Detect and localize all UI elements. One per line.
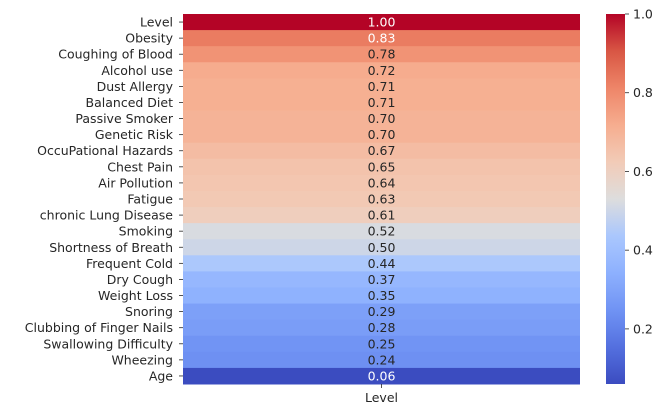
- cell-value-label: 0.52: [368, 224, 396, 239]
- row-tick-label: Wheezing: [111, 352, 173, 367]
- heatmap-cell: [183, 142, 580, 160]
- cell-value-label: 0.64: [368, 175, 396, 190]
- cell-value-label: 1.00: [368, 15, 396, 30]
- cell-value-label: 0.83: [368, 31, 396, 46]
- cell-value-label: 0.78: [368, 47, 396, 62]
- cell-value-label: 0.72: [368, 63, 396, 78]
- row-tick-label: Swallowing Difficulty: [43, 336, 173, 351]
- heatmap-cell: [183, 78, 580, 95]
- cell-value-label: 0.44: [368, 256, 396, 271]
- row-tick-label: chronic Lung Disease: [40, 208, 174, 223]
- row-tick-label: Fatigue: [127, 192, 173, 207]
- heatmap-cell: [183, 255, 580, 272]
- cell-value-label: 0.67: [368, 143, 396, 158]
- cell-value-labels: 1.000.830.780.720.710.710.700.700.670.65…: [368, 15, 396, 384]
- row-tick-label: Passive Smoker: [75, 111, 173, 126]
- row-tick-label: Obesity: [125, 31, 173, 46]
- cell-value-label: 0.63: [368, 192, 396, 207]
- heatmap-cell: [183, 126, 580, 144]
- column-tick-label: Level: [365, 390, 398, 405]
- heatmap-cell: [183, 335, 580, 353]
- heatmap-cell: [183, 190, 580, 208]
- cell-value-label: 0.35: [368, 288, 396, 303]
- cell-value-label: 0.50: [368, 240, 396, 255]
- row-tick-label: Air Pollution: [98, 175, 173, 190]
- row-tick-label: Snoring: [125, 304, 173, 319]
- row-tick-label: Chest Pain: [107, 159, 173, 174]
- cell-value-label: 0.61: [368, 208, 396, 223]
- heatmap-cell: [183, 94, 580, 112]
- row-tick-label: Frequent Cold: [86, 256, 173, 271]
- cell-value-label: 0.70: [368, 127, 396, 142]
- colorbar-tick-label: 0.4: [633, 243, 653, 258]
- heatmap-cell: [183, 207, 580, 224]
- heatmap-cell: [183, 351, 580, 369]
- heatmap-cell: [183, 174, 580, 192]
- cell-value-label: 0.65: [368, 159, 396, 174]
- heatmap-cell: [183, 287, 580, 305]
- row-tick-label: OccuPational Hazards: [37, 143, 173, 158]
- heatmap-cell: [183, 223, 580, 240]
- row-tick-label: Age: [149, 368, 173, 383]
- colorbar-tick-label: 0.2: [633, 321, 653, 336]
- colorbar-tick-label: 1.0: [633, 7, 653, 22]
- heatmap-cell: [183, 319, 580, 337]
- colorbar-tick-label: 0.8: [633, 85, 653, 100]
- cell-value-label: 0.06: [368, 368, 396, 383]
- row-tick-label: Level: [140, 15, 173, 30]
- heatmap-cell: [183, 30, 580, 47]
- column-tick-labels: Level: [365, 384, 398, 405]
- heatmap-cell: [183, 158, 580, 176]
- cell-value-label: 0.71: [368, 79, 396, 94]
- cell-value-label: 0.71: [368, 95, 396, 110]
- colorbar-tick-label: 0.6: [633, 164, 653, 179]
- cell-value-label: 0.37: [368, 272, 396, 287]
- heatmap-cell: [183, 46, 580, 63]
- cell-value-label: 0.29: [368, 304, 396, 319]
- heatmap-cell: [183, 62, 580, 79]
- row-tick-label: Weight Loss: [98, 288, 173, 303]
- heatmap-cell: [183, 110, 580, 128]
- cell-value-label: 0.28: [368, 320, 396, 335]
- row-tick-label: Dry Cough: [107, 272, 173, 287]
- row-tick-label: Genetic Risk: [95, 127, 174, 142]
- row-tick-label: Shortness of Breath: [49, 240, 173, 255]
- heatmap-cell: [183, 303, 580, 321]
- heatmap-cell: [183, 271, 580, 288]
- heatmap-cell: [183, 367, 580, 385]
- row-tick-label: Balanced Diet: [86, 95, 174, 110]
- row-tick-label: Dust Allergy: [97, 79, 174, 94]
- row-tick-label: Smoking: [119, 224, 173, 239]
- cell-value-label: 0.70: [368, 111, 396, 126]
- cell-value-label: 0.25: [368, 336, 396, 351]
- row-tick-label: Clubbing of Finger Nails: [25, 320, 173, 335]
- heatmap-cells: [183, 14, 580, 385]
- row-tick-label: Alcohol use: [101, 63, 173, 78]
- heatmap-cell: [183, 14, 580, 31]
- cell-value-label: 0.24: [368, 352, 396, 367]
- row-tick-label: Coughing of Blood: [58, 47, 173, 62]
- colorbar: [606, 14, 625, 384]
- colorbar-ticks: 0.2 0.4 0.6 0.8 1.0: [625, 7, 653, 336]
- heatmap-cell: [183, 239, 580, 256]
